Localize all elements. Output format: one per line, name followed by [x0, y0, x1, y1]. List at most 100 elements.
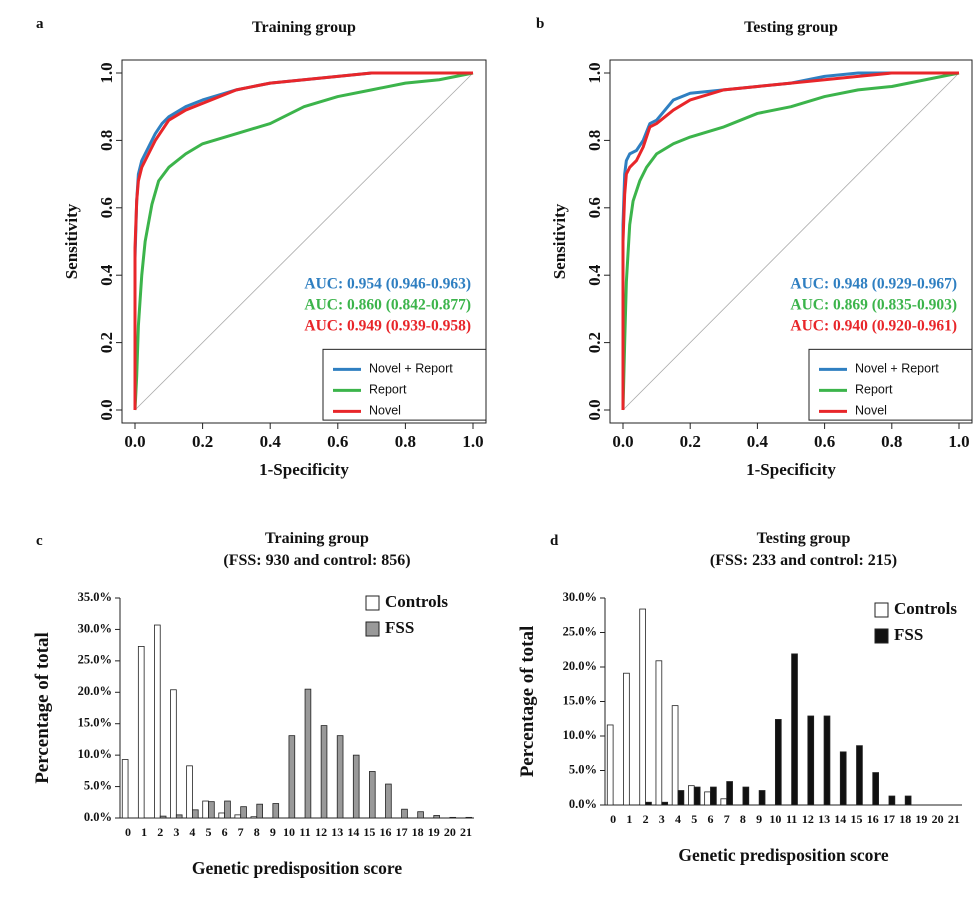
auc-annotation: AUC: 0.869 (0.835-0.903) [790, 297, 957, 314]
bar-controls-7 [720, 798, 728, 806]
x-tick-label: 6 [707, 812, 713, 826]
bar-fss-18 [904, 795, 912, 806]
y-tick-label: 35.0% [78, 590, 112, 604]
chart-subtitle: (FSS: 930 and control: 856) [223, 552, 410, 569]
x-tick-label: 17 [396, 825, 408, 839]
bar-fss-12 [320, 725, 328, 819]
y-tick-label: 0.0% [569, 797, 597, 811]
x-tick-label: 1 [626, 812, 632, 826]
bar-fss-14 [352, 754, 360, 819]
y-tick-label: 30.0% [78, 621, 112, 635]
x-tick-label: 0.8 [881, 432, 902, 451]
bar-controls-3 [170, 689, 177, 819]
y-tick-label: 1.0 [97, 62, 116, 83]
legend-label: Report [855, 383, 893, 397]
y-tick-label: 10.0% [563, 728, 597, 742]
bar-controls-2 [639, 608, 646, 806]
x-tick-label: 0 [610, 812, 616, 826]
roc-curve-novel [133, 71, 473, 410]
bar-fss-12 [807, 715, 815, 806]
x-tick-label: 21 [948, 812, 960, 826]
panel-letter-c: c [36, 533, 43, 549]
x-tick-label: 0.0 [612, 432, 633, 451]
bar-fss-5 [208, 801, 215, 819]
x-tick-label: 18 [899, 812, 911, 826]
legend-label: FSS [894, 625, 923, 644]
y-tick-label: 0.8 [585, 130, 604, 151]
auc-annotation: AUC: 0.954 (0.946-0.963) [304, 276, 471, 293]
y-tick-label: 5.0% [569, 762, 597, 776]
y-tick-label: 25.0% [78, 653, 112, 667]
roc-curve-report [621, 71, 960, 411]
x-tick-label: 15 [363, 825, 375, 839]
bar-fss-17 [888, 795, 896, 806]
x-tick-label: 7 [238, 825, 244, 839]
x-tick-label: 4 [189, 825, 195, 839]
y-tick-label: 20.0% [563, 659, 597, 673]
y-tick-label: 0.6 [585, 197, 604, 218]
reference-diagonal [622, 72, 960, 411]
y-tick-label: 30.0% [563, 590, 597, 604]
panel-letter-d: d [550, 533, 559, 549]
legend-box [808, 348, 973, 421]
bar-fss-2 [645, 801, 652, 806]
bar-fss-20 [449, 816, 457, 819]
y-tick-label: 0.0 [585, 399, 604, 420]
bar-fss-21 [465, 816, 473, 819]
bar-fss-13 [336, 735, 344, 819]
bar-controls-1 [623, 672, 630, 806]
x-axis-label: 1-Specificity [259, 460, 349, 479]
x-tick-label: 21 [460, 825, 472, 839]
bar-fss-19 [433, 815, 440, 819]
y-tick-label: 0.2 [585, 332, 604, 353]
x-tick-label: 8 [254, 825, 260, 839]
bar-fss-2 [159, 815, 167, 819]
bar-fss-6 [224, 800, 231, 819]
x-tick-label: 0.6 [814, 432, 835, 451]
bar-fss-4 [677, 790, 685, 806]
x-tick-label: 9 [270, 825, 276, 839]
x-tick-label: 1.0 [462, 432, 483, 451]
bar-fss-16 [872, 772, 879, 806]
legend-swatch [874, 602, 889, 618]
legend: Controls FSS [365, 592, 448, 637]
bar-fss-14 [839, 751, 847, 806]
bar-fss-9 [272, 803, 280, 819]
x-tick-label: 14 [347, 825, 359, 839]
x-tick-label: 3 [659, 812, 665, 826]
legend-label: Novel + Report [369, 362, 453, 376]
y-axis-label: Percentage of total [517, 626, 538, 778]
x-tick-label: 8 [740, 812, 746, 826]
x-tick-label: 6 [222, 825, 228, 839]
legend-label: FSS [385, 618, 414, 637]
y-tick-label: 0.2 [97, 332, 116, 353]
x-tick-label: 16 [867, 812, 879, 826]
x-axis-label: 1-Specificity [746, 460, 836, 479]
x-tick-label: 14 [834, 812, 846, 826]
bar-fss-16 [385, 783, 392, 819]
x-tick-label: 0 [125, 825, 131, 839]
y-tick-label: 1.0 [585, 62, 604, 83]
x-tick-label: 3 [173, 825, 179, 839]
bar-controls-4 [186, 765, 193, 819]
x-tick-label: 19 [915, 812, 927, 826]
bar-fss-7 [240, 806, 247, 819]
x-tick-label: 0.0 [124, 432, 145, 451]
x-tick-label: 20 [444, 825, 456, 839]
y-tick-label: 15.0% [78, 716, 112, 730]
y-tick-label: 15.0% [563, 693, 597, 707]
bar-controls-1 [137, 646, 145, 819]
x-tick-label: 10 [283, 825, 295, 839]
auc-annotation: AUC: 0.860 (0.842-0.877) [304, 297, 471, 314]
x-tick-label: 13 [818, 812, 830, 826]
x-tick-label: 5 [691, 812, 697, 826]
legend-box [322, 348, 487, 421]
auc-annotation: AUC: 0.949 (0.939-0.958) [304, 318, 471, 335]
x-tick-label: 1 [141, 825, 147, 839]
x-tick-label: 20 [932, 812, 944, 826]
bar-controls-5 [688, 785, 695, 806]
x-tick-label: 16 [380, 825, 392, 839]
bar-chart-c: 0.0%5.0%10.0%15.0%20.0%25.0%30.0%35.0%0 1… [32, 530, 474, 878]
legend: Novel + Report Report Novel [322, 348, 487, 421]
